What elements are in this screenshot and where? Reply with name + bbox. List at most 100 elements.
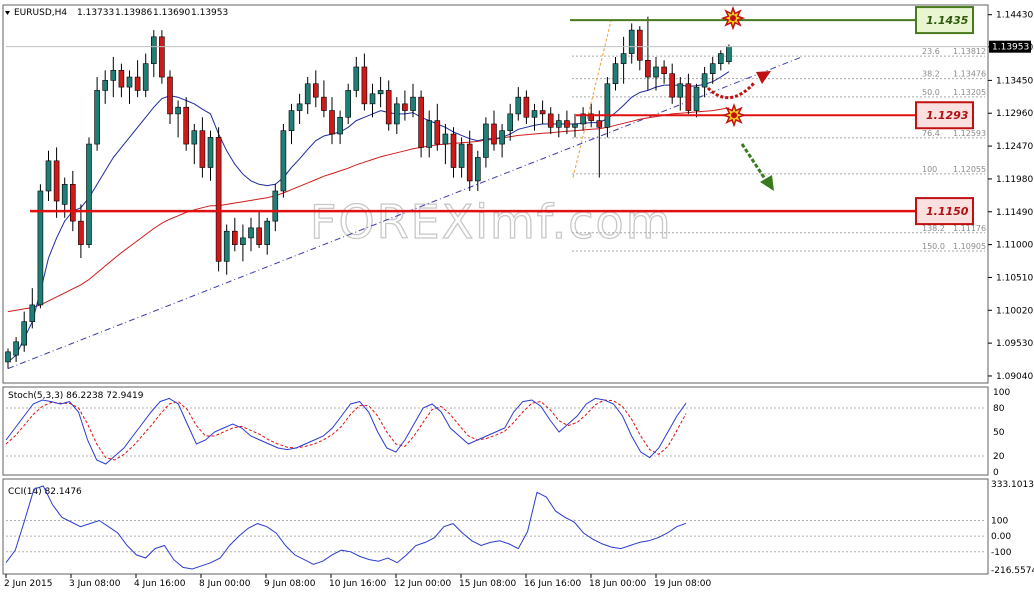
candle-body xyxy=(264,220,271,245)
candle-body xyxy=(304,83,311,105)
header-close: 1.13953 xyxy=(191,8,228,18)
header-high: 1.13986 xyxy=(115,8,152,18)
candle-body xyxy=(385,90,392,125)
candle-body xyxy=(142,63,149,91)
stoch-tick-label: 20 xyxy=(993,452,1005,462)
candle-body xyxy=(523,96,530,118)
candle-body xyxy=(256,227,262,245)
candle-body xyxy=(491,123,497,145)
pivot-level-box xyxy=(915,101,974,130)
price-tick-label: 1.10020 xyxy=(996,306,1033,316)
candles-layer xyxy=(5,16,732,369)
candle-body xyxy=(369,93,376,105)
time-tick-label: 4 Jun 16:00 xyxy=(134,579,186,589)
header-dropdown-icon[interactable] xyxy=(5,11,10,15)
fib-ratio-label: 76.4 xyxy=(922,129,940,138)
candle-body xyxy=(199,130,206,168)
fib-price-label: 1.12593 xyxy=(953,129,986,138)
candle-body xyxy=(709,63,716,74)
fib-price-label: 1.13205 xyxy=(953,88,986,97)
candle-body xyxy=(669,73,676,98)
fib-anchor-line xyxy=(572,16,613,178)
fib-ratio-label: 50.0 xyxy=(922,88,940,97)
candle-body xyxy=(434,120,441,145)
candle-body xyxy=(86,143,92,245)
current-price-box xyxy=(989,40,1031,53)
resistance-level-box xyxy=(915,6,974,35)
candle-body xyxy=(159,36,165,78)
candle-body xyxy=(134,76,141,91)
pivot-level-label: 1.1293 xyxy=(926,109,969,122)
candle-body xyxy=(418,96,424,148)
current-price-label: 1.13953 xyxy=(992,43,1029,53)
candle-body xyxy=(337,116,343,135)
candle-body xyxy=(636,29,643,61)
candle-body xyxy=(717,53,724,64)
candle-body xyxy=(312,83,319,98)
header-open: 1.13733 xyxy=(77,8,114,18)
cci-tick-label: 333.1013 xyxy=(991,480,1034,490)
candle-body xyxy=(539,110,546,115)
candle-body xyxy=(653,66,659,78)
candle-body xyxy=(596,120,603,128)
candle-body xyxy=(402,103,408,111)
cci-label: CCI(14) 82.1476 xyxy=(8,487,82,497)
time-tick-label: 10 Jun 16:00 xyxy=(329,579,386,589)
resistance-level-label: 1.1435 xyxy=(926,14,969,27)
candle-body xyxy=(547,113,554,128)
candle-body xyxy=(232,230,238,245)
candle-body xyxy=(701,73,708,88)
stoch-main-line xyxy=(5,397,687,465)
candle-body xyxy=(183,106,189,145)
candle-body xyxy=(474,157,481,182)
candle-body xyxy=(507,113,514,131)
candle-body xyxy=(620,53,627,64)
candle-body xyxy=(628,29,635,54)
candle-body xyxy=(726,46,732,62)
candle-body xyxy=(483,123,489,158)
fib-price-label: 1.13476 xyxy=(953,70,986,79)
candle-body xyxy=(215,137,222,262)
candle-body xyxy=(572,123,578,128)
price-tick-label: 1.12960 xyxy=(996,109,1033,119)
candle-body xyxy=(329,110,335,135)
cci-tick-label: -100 xyxy=(991,548,1012,558)
price-tick-label: 1.14430 xyxy=(996,11,1033,21)
candle-body xyxy=(410,96,416,111)
time-tick-label: 12 Jun 00:00 xyxy=(394,579,451,589)
candle-body xyxy=(677,83,684,98)
candle-body xyxy=(321,96,327,111)
time-tick-label: 3 Jun 08:00 xyxy=(69,579,121,589)
candle-body xyxy=(361,66,368,105)
time-tick-label: 9 Jun 08:00 xyxy=(264,579,316,589)
price-tick-label: 1.11490 xyxy=(996,208,1033,218)
pivot-burst-icon-core xyxy=(731,112,737,119)
stoch-tick-label: 80 xyxy=(993,404,1005,414)
price-tick-label: 1.13450 xyxy=(996,76,1033,86)
stoch-label: Stoch(5,3,3) 86.2238 72.9419 xyxy=(8,391,144,401)
fib-ratio-label: 150.0 xyxy=(922,242,945,251)
candle-body xyxy=(288,110,295,131)
candle-body xyxy=(645,59,651,78)
levels-layer: 1.1435 1.1293 1.1150 xyxy=(30,5,974,226)
bearish-arrow-head-icon xyxy=(760,175,774,191)
candle-body xyxy=(45,160,52,192)
header-low: 1.13690 xyxy=(153,8,190,18)
watermark: FOREXimf.com xyxy=(310,195,673,249)
candle-body xyxy=(580,113,586,125)
candle-body xyxy=(377,90,384,95)
bullish-arrow-head-icon xyxy=(756,71,771,84)
candle-body xyxy=(685,83,692,111)
fib-ratio-label: 23.6 xyxy=(922,47,940,56)
candle-body xyxy=(102,80,108,91)
fib-ratio-label: 38.2 xyxy=(922,70,940,79)
stochastic-panel: Stoch(5,3,3) 86.2238 72.9419 100 80 50 20 0 xyxy=(5,388,1010,478)
price-axis: 1.144301.139501.134501.129601.124701.119… xyxy=(6,11,1033,382)
candle-body xyxy=(126,76,133,88)
support-level-box xyxy=(915,197,974,226)
bullish-scenario-arrow xyxy=(706,80,757,99)
candle-body xyxy=(21,321,28,346)
candle-body xyxy=(175,106,181,115)
fib-price-label: 1.10905 xyxy=(953,242,986,251)
candle-body xyxy=(612,63,619,85)
